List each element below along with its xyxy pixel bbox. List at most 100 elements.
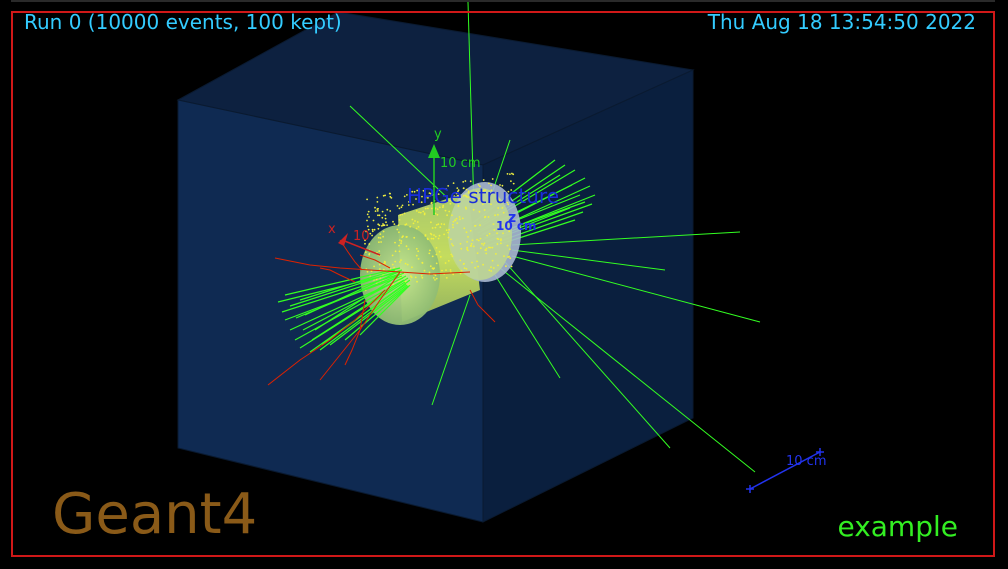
- hit-dot: [389, 210, 392, 212]
- hit-dot: [478, 210, 481, 213]
- hit-dot: [428, 252, 431, 255]
- hit-dot: [379, 237, 382, 239]
- hit-dot: [378, 241, 380, 244]
- hit-dot: [465, 195, 468, 198]
- hit-dot: [479, 224, 481, 227]
- hit-dot: [401, 204, 404, 207]
- hit-dot: [366, 219, 368, 222]
- hit-dot: [369, 232, 372, 235]
- hit-dot: [509, 173, 511, 176]
- hit-dot: [443, 223, 446, 226]
- hit-dot: [400, 240, 403, 242]
- hit-dot: [496, 232, 498, 235]
- date-label: Thu Aug 18 13:54:50 2022: [707, 10, 976, 34]
- hit-dot: [413, 190, 416, 193]
- hit-dot: [368, 253, 371, 256]
- hit-dot: [493, 229, 496, 231]
- hit-dot: [450, 253, 453, 256]
- hit-dot: [464, 206, 467, 209]
- hit-dot: [371, 230, 374, 233]
- hit-dot: [481, 242, 483, 245]
- hit-dot: [503, 195, 506, 197]
- hit-dot: [415, 247, 418, 250]
- hit-dot: [368, 243, 371, 245]
- hit-dot: [371, 228, 374, 231]
- hit-dot: [420, 274, 423, 277]
- hit-dot: [435, 224, 438, 226]
- hit-dot: [490, 189, 493, 192]
- hit-dot: [399, 214, 402, 216]
- hit-dot: [454, 219, 456, 222]
- hit-dot: [512, 173, 515, 176]
- hit-dot: [423, 212, 426, 215]
- hit-dot: [398, 207, 401, 210]
- hit-dot: [497, 264, 499, 267]
- hit-dot: [367, 225, 369, 228]
- gamma-cone-left: [277, 267, 411, 353]
- hit-dot: [430, 202, 433, 205]
- hit-dot: [449, 202, 452, 205]
- hit-dot: [435, 262, 438, 265]
- hit-dot: [471, 239, 474, 242]
- hit-dot: [405, 245, 408, 248]
- x-axis-scale: 10: [353, 229, 370, 244]
- hit-dot: [411, 190, 414, 193]
- hit-dot: [405, 223, 408, 226]
- hit-dot: [483, 242, 486, 245]
- hit-dot: [377, 214, 379, 217]
- hit-dot: [434, 235, 437, 238]
- hit-dot: [451, 243, 453, 245]
- hit-dot: [459, 272, 462, 275]
- hit-dot: [488, 192, 491, 195]
- hit-dot: [434, 279, 436, 281]
- hit-dot: [491, 246, 494, 249]
- hit-dot: [502, 211, 505, 214]
- hit-dot: [379, 233, 382, 236]
- hit-dot: [432, 237, 435, 240]
- hit-dot: [461, 217, 464, 220]
- hit-dot: [459, 259, 462, 262]
- hit-dot: [421, 195, 423, 198]
- hit-dot: [477, 265, 479, 268]
- hit-dot: [459, 194, 461, 197]
- hit-dot: [414, 220, 416, 222]
- hit-dot: [405, 236, 408, 238]
- hit-dot: [406, 194, 408, 196]
- hit-dot: [401, 236, 404, 239]
- hit-dot: [466, 241, 468, 243]
- hit-dot: [472, 208, 475, 211]
- hit-dot: [412, 203, 414, 206]
- hit-dot: [398, 250, 401, 253]
- hit-dot: [427, 197, 429, 199]
- hit-dot: [406, 263, 409, 266]
- hit-dot: [366, 213, 369, 216]
- hit-dot: [431, 267, 434, 270]
- hit-dot: [394, 241, 396, 244]
- hit-dot: [400, 242, 402, 245]
- hit-dot: [462, 187, 465, 190]
- hit-dot: [420, 201, 423, 204]
- hit-dot: [453, 195, 456, 198]
- hit-dot: [382, 223, 384, 225]
- hit-dot: [490, 203, 492, 206]
- hit-dot: [415, 210, 418, 212]
- hit-dot: [470, 242, 473, 245]
- hit-dot: [398, 219, 401, 221]
- hit-dot: [467, 192, 470, 194]
- hit-dot: [398, 231, 400, 234]
- hit-dot: [431, 193, 434, 196]
- hit-dot: [380, 241, 382, 243]
- hit-dot: [502, 232, 504, 235]
- hit-dot: [364, 239, 366, 242]
- hit-dot: [451, 255, 454, 258]
- hit-dot: [434, 274, 437, 277]
- hit-dot: [467, 196, 469, 199]
- hit-dot: [412, 222, 415, 225]
- hit-dot: [429, 265, 432, 268]
- hit-dot: [445, 277, 448, 279]
- hit-dot: [474, 224, 477, 227]
- hit-dot: [490, 266, 492, 268]
- hit-dot: [467, 190, 470, 193]
